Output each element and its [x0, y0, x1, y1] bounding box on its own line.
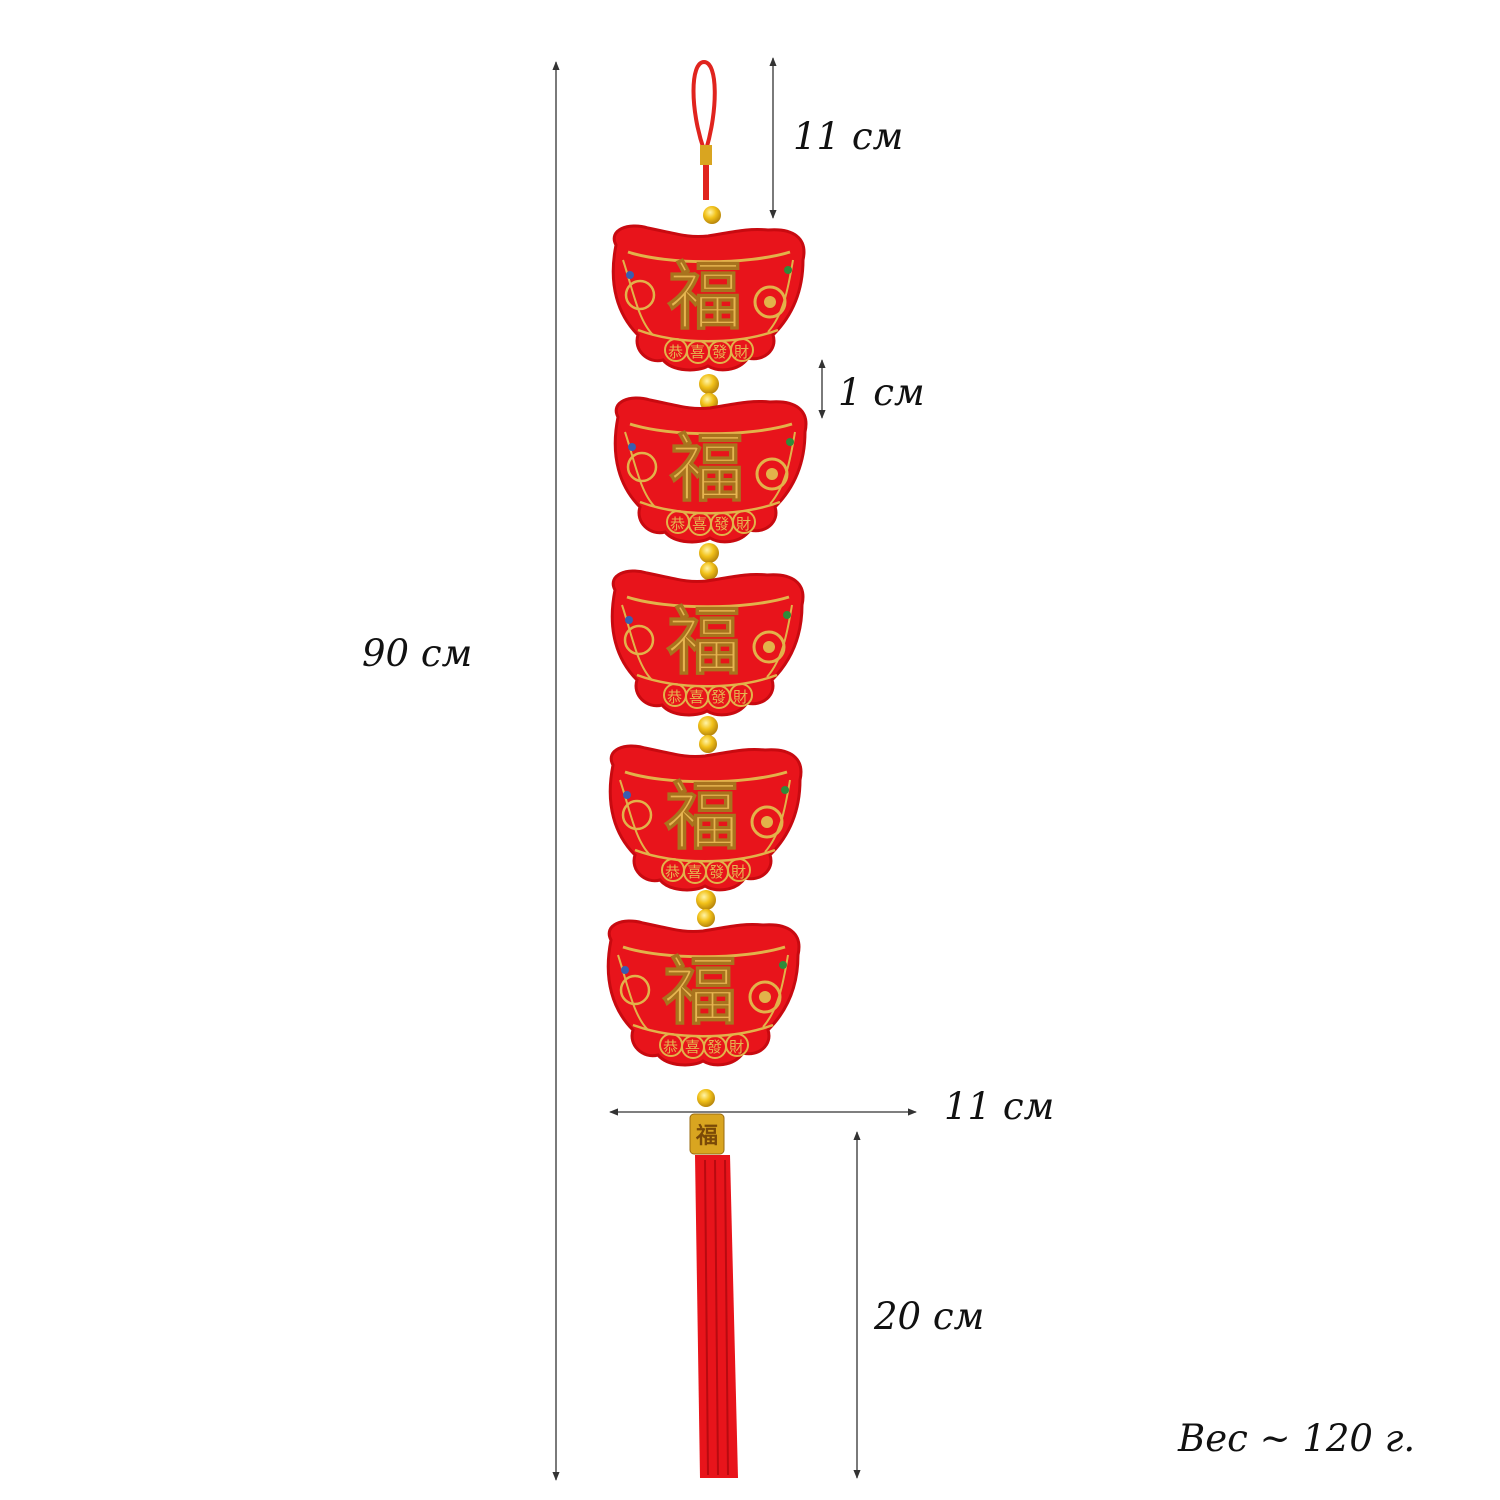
top-loop-dimension-label: 11 см: [793, 115, 904, 158]
ornament-main-character: 福: [664, 774, 739, 860]
ornament-main-character: 福: [662, 949, 737, 1035]
gold-beads: [696, 206, 721, 1107]
ornament-2: 福 恭喜發財: [613, 396, 808, 544]
tassel-cap-character: 福: [695, 1123, 718, 1149]
ornament-3: 福 恭喜發財: [610, 569, 805, 717]
ornament-bottom-characters: 恭喜發財: [663, 1038, 751, 1056]
ornament-bottom-characters: 恭喜發財: [670, 515, 758, 533]
ornament-5: 福 恭喜發財: [606, 919, 801, 1067]
ornament-bottom-characters: 恭喜發財: [665, 863, 753, 881]
tassel-dimension-label: 20 см: [874, 1295, 985, 1338]
width-dimension-label: 11 см: [944, 1085, 1055, 1128]
ornament-main-character: 福: [666, 599, 741, 685]
total-length-label: 90 см: [362, 632, 473, 675]
ornament-main-character: 福: [669, 426, 744, 512]
ornament-1: 福 恭喜發財: [611, 224, 806, 372]
ornament-bottom-characters: 恭喜發財: [667, 688, 755, 706]
dimension-lines: [552, 57, 917, 1481]
weight-label: Вес ~ 120 г.: [1178, 1417, 1416, 1460]
ornament-4: 福 恭喜發財: [608, 744, 803, 892]
hanging-loop: [691, 59, 717, 200]
tassel: 福: [689, 1113, 738, 1478]
ornament-bottom-characters: 恭喜發財: [668, 343, 756, 361]
ornament-main-character: 福: [667, 254, 742, 340]
gap-dimension-label: 1 см: [838, 371, 925, 414]
